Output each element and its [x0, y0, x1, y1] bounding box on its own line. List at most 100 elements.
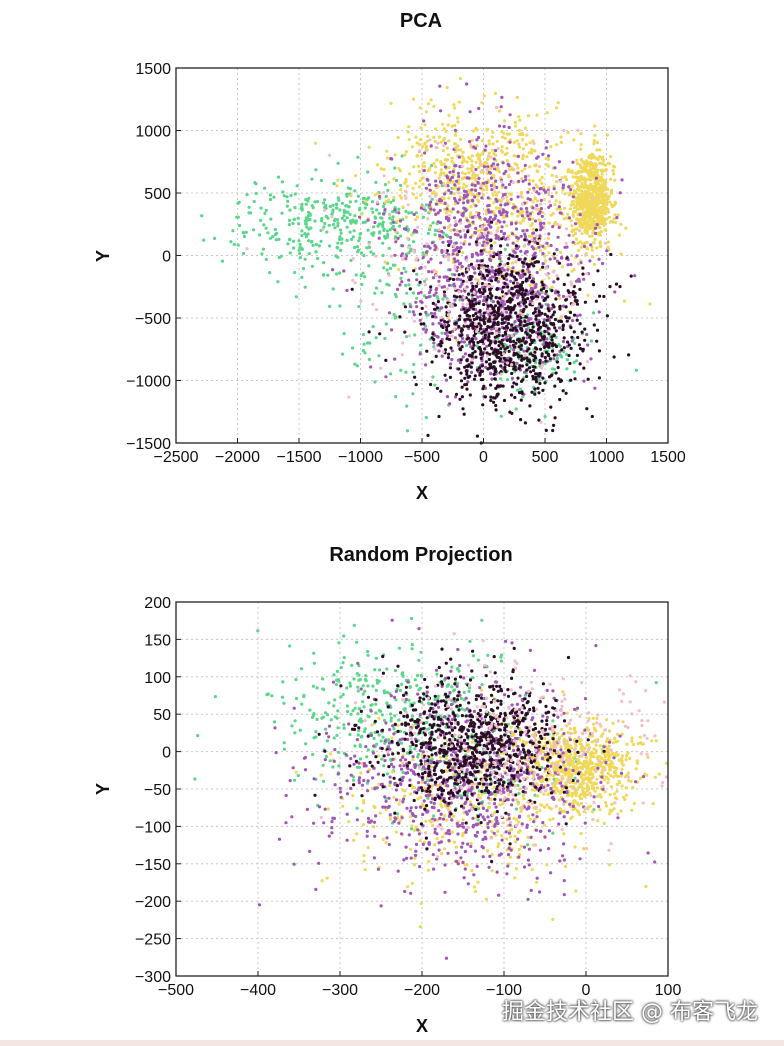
- pca-point: [475, 317, 479, 321]
- pca-point: [474, 240, 478, 244]
- pca-point: [430, 241, 434, 245]
- pca-point: [613, 200, 617, 204]
- random-projection-point: [450, 685, 454, 689]
- pca-point: [481, 243, 485, 247]
- random-projection-point: [372, 736, 376, 741]
- pca-point: [544, 157, 548, 161]
- pca-point: [482, 302, 486, 307]
- pca-point: [530, 330, 534, 334]
- pca-point: [453, 196, 457, 201]
- pca-point: [562, 336, 566, 340]
- pca-point: [595, 223, 599, 227]
- pca-point: [454, 241, 458, 245]
- pca-point: [355, 364, 359, 368]
- pca-point: [477, 281, 481, 285]
- pca-point: [468, 299, 472, 303]
- random-projection-chart: Random Projection −500 −400 −300 −200 −100 0 1…: [93, 544, 681, 1036]
- pca-point: [353, 174, 358, 178]
- pca-point: [398, 219, 403, 223]
- pca-point: [471, 170, 475, 174]
- pca-point: [539, 202, 543, 206]
- pca-point: [463, 352, 468, 356]
- random-projection-point: [337, 641, 341, 645]
- pca-point: [478, 345, 482, 350]
- pca-point: [530, 238, 534, 242]
- random-projection-point: [341, 661, 345, 665]
- random-projection-point: [312, 712, 316, 716]
- pca-point: [584, 217, 588, 221]
- pca-point: [478, 232, 482, 237]
- pca-point: [440, 162, 444, 167]
- pca-point: [523, 319, 527, 323]
- pca-point: [313, 219, 317, 223]
- pca-point: [480, 364, 484, 368]
- pca-point: [463, 365, 467, 369]
- pca-point: [519, 418, 523, 422]
- pca-point: [285, 204, 289, 208]
- pca-point: [460, 171, 464, 175]
- pca-point: [530, 390, 534, 394]
- pca-point: [530, 151, 534, 155]
- pca-point: [592, 213, 596, 217]
- pca-point: [357, 248, 361, 252]
- pca-point: [518, 269, 522, 273]
- pca-point: [534, 207, 538, 211]
- pca-point: [542, 298, 546, 302]
- pca-point: [481, 193, 485, 197]
- pca-point: [485, 298, 489, 302]
- pca-point: [511, 266, 515, 270]
- pca-point: [542, 198, 546, 202]
- random-projection-point: [335, 669, 339, 674]
- random-projection-point: [407, 698, 411, 702]
- random-projection-point: [385, 772, 389, 776]
- pca-point: [394, 395, 398, 399]
- pca-point: [516, 195, 520, 199]
- pca-point: [305, 219, 309, 223]
- pca-point: [458, 361, 462, 365]
- pca-point: [570, 200, 574, 204]
- pca-point: [367, 264, 371, 268]
- random-projection-point: [379, 709, 383, 713]
- pca-point: [438, 275, 442, 279]
- pca-point: [313, 200, 317, 204]
- pca-point: [536, 290, 540, 294]
- pca-point: [465, 337, 469, 341]
- pca-point: [429, 288, 433, 292]
- pca-point: [547, 205, 551, 209]
- pca-point: [537, 245, 541, 249]
- pca-point: [513, 233, 517, 237]
- pca-point: [499, 259, 503, 263]
- pca-point: [483, 295, 487, 299]
- pca-point: [488, 309, 492, 313]
- pca-point: [542, 185, 546, 189]
- pca-point: [381, 253, 385, 258]
- pca-point: [548, 357, 553, 361]
- random-projection-point: [342, 656, 346, 660]
- pca-point: [578, 229, 582, 233]
- pca-point: [503, 153, 507, 157]
- pca-point: [567, 185, 571, 189]
- pca-point: [562, 128, 566, 133]
- pca-point: [608, 200, 612, 204]
- pca-point: [462, 307, 466, 311]
- pca-point: [404, 179, 408, 184]
- pca-point: [462, 295, 466, 300]
- pca-point: [516, 388, 520, 392]
- pca-point: [576, 193, 581, 197]
- pca-point: [248, 211, 252, 215]
- pca-point: [375, 163, 380, 167]
- pca-point: [454, 222, 458, 227]
- pca-point: [476, 328, 480, 332]
- pca-point: [518, 118, 522, 122]
- pca-point: [633, 274, 637, 278]
- pca-point: [551, 270, 555, 274]
- pca-point: [520, 177, 524, 181]
- pca-point: [514, 260, 518, 264]
- pca-point: [532, 358, 536, 363]
- pca-point: [591, 164, 596, 168]
- random-projection-point: [399, 729, 403, 733]
- pca-point: [436, 335, 440, 339]
- pca-point: [619, 222, 623, 226]
- pca-point: [561, 304, 566, 308]
- pca-point: [494, 295, 498, 299]
